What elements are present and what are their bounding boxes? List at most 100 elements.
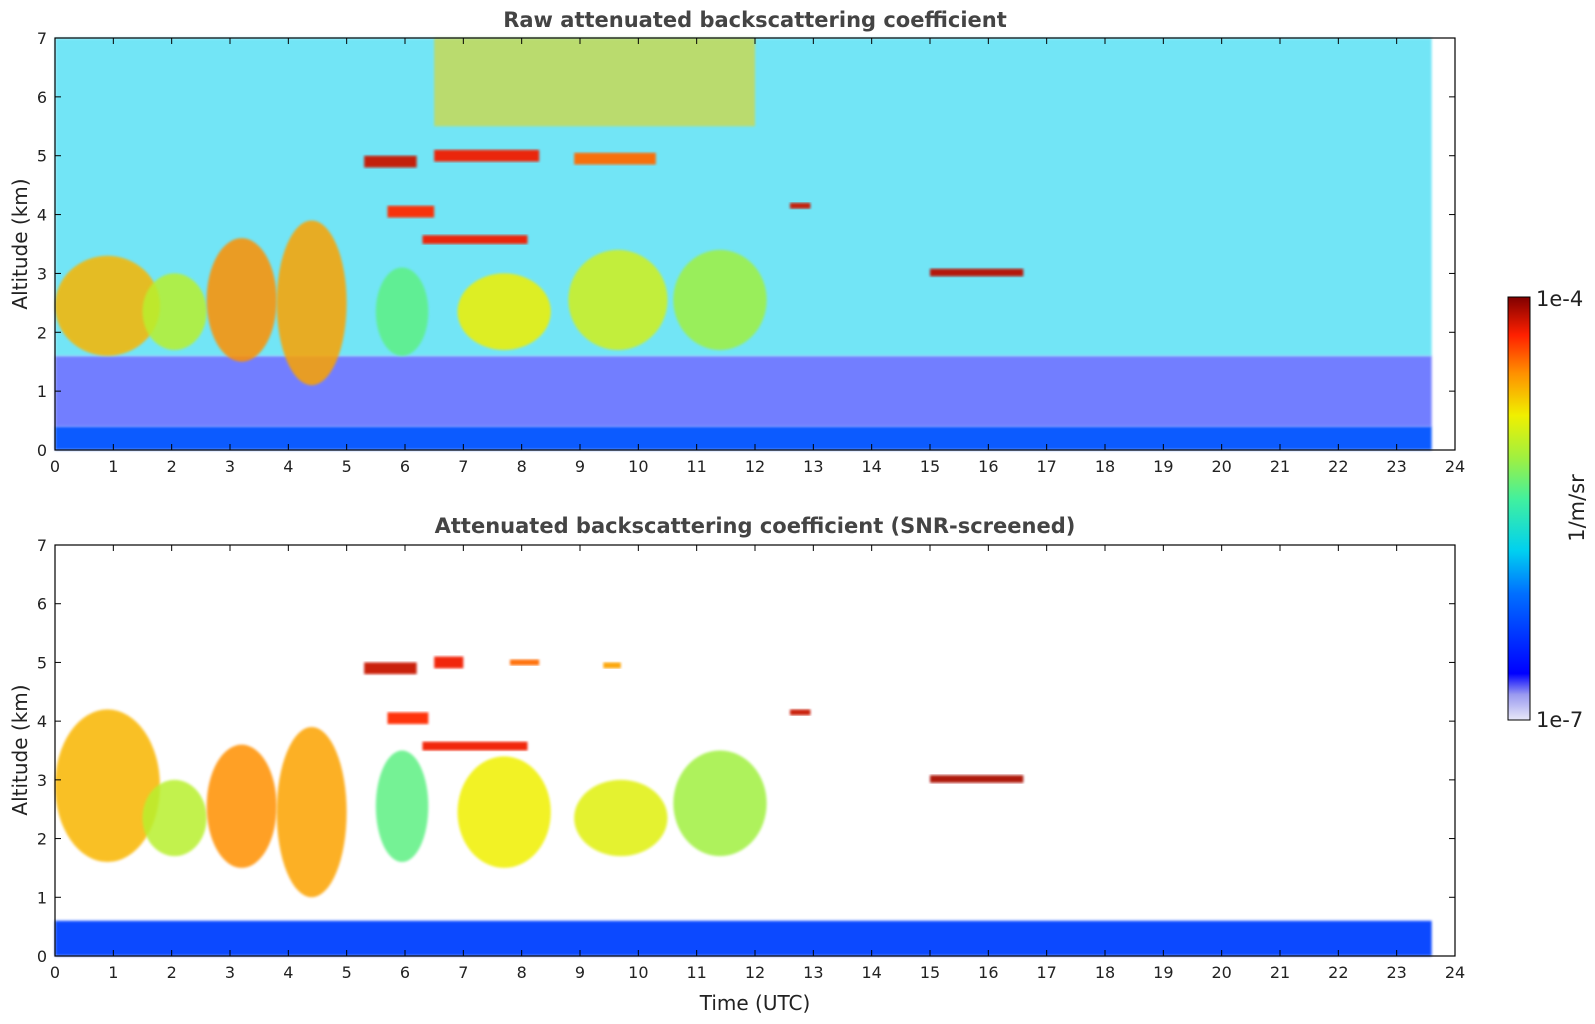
x-tick-label: 9	[575, 963, 585, 982]
x-tick-label: 7	[458, 457, 468, 476]
feature-virga	[142, 273, 207, 350]
feature-virga	[673, 750, 767, 857]
feature-virga	[55, 709, 160, 863]
y-tick-label: 5	[37, 147, 47, 166]
x-tick-label: 14	[861, 963, 881, 982]
feature-virga	[276, 727, 347, 898]
y-axis-ticks: 0 1 2 3 4 5 6 7	[37, 29, 1455, 460]
x-tick-label: 18	[1095, 963, 1115, 982]
y-tick-label: 4	[37, 712, 47, 731]
x-tick-label: 15	[920, 457, 940, 476]
y-tick-label: 1	[37, 382, 47, 401]
colorbar: 1e-4 1e-7 1/m/sr	[1507, 287, 1589, 732]
colorbar-unit-label: 1/m/sr	[1565, 474, 1589, 542]
feature-mid-level-cloud	[422, 235, 528, 244]
feature-virga	[206, 238, 277, 362]
x-tick-label: 19	[1153, 963, 1173, 982]
x-tick-label: 19	[1153, 457, 1173, 476]
feature-mid-level-cloud	[364, 155, 417, 168]
x-tick-label: 24	[1445, 963, 1465, 982]
screened-backscatter-panel: Attenuated backscattering coefficient (S…	[8, 514, 1465, 1015]
feature-virga	[55, 255, 160, 356]
x-tick-label: 9	[575, 457, 585, 476]
x-tick-label: 0	[50, 963, 60, 982]
x-tick-label: 21	[1270, 457, 1290, 476]
x-tick-label: 1	[108, 457, 118, 476]
heatmap-area	[55, 545, 1455, 956]
feature-virga	[457, 273, 551, 350]
colorbar-gradient	[1507, 296, 1531, 721]
y-tick-label: 3	[37, 771, 47, 790]
feature-mid-level-cloud	[510, 659, 540, 666]
x-axis-ticks: 0 1 2 3 4 5 6 7 8 9 10 11 12 13 14 15 16 17 18 19 20 21 22 23 24	[50, 38, 1465, 476]
x-tick-label: 3	[225, 963, 235, 982]
feature-surface-layer	[55, 426, 1432, 450]
x-tick-label: 5	[342, 457, 352, 476]
x-tick-label: 4	[283, 457, 293, 476]
y-tick-label: 2	[37, 830, 47, 849]
x-tick-label: 17	[1036, 457, 1056, 476]
y-tick-label: 1	[37, 888, 47, 907]
feature-virga	[375, 750, 429, 863]
x-tick-label: 10	[628, 457, 648, 476]
y-tick-label: 0	[37, 947, 47, 966]
x-tick-label: 22	[1328, 963, 1348, 982]
x-axis-ticks: 0 1 2 3 4 5 6 7 8 9 10 11 12 13 14 15 16 17 18 19 20 21 22 23 24	[50, 545, 1465, 982]
x-tick-label: 11	[686, 963, 706, 982]
x-tick-label: 5	[342, 963, 352, 982]
y-tick-label: 7	[37, 536, 47, 555]
x-tick-label: 1	[108, 963, 118, 982]
feature-surface-layer	[55, 920, 1432, 956]
feature-virga	[375, 267, 429, 356]
x-tick-label: 8	[517, 457, 527, 476]
x-tick-label: 24	[1445, 457, 1465, 476]
feature-virga	[568, 249, 668, 350]
x-tick-label: 2	[167, 457, 177, 476]
x-tick-label: 20	[1211, 457, 1231, 476]
feature-virga	[673, 249, 767, 350]
feature-mid-level-cloud	[790, 202, 811, 209]
feature-mid-level-cloud	[603, 662, 621, 669]
feature-virga	[142, 779, 207, 857]
x-tick-label: 0	[50, 457, 60, 476]
y-tick-label: 0	[37, 441, 47, 460]
panel-title: Attenuated backscattering coefficient (S…	[435, 514, 1076, 538]
feature-mid-level-cloud	[364, 662, 417, 675]
x-tick-label: 12	[745, 457, 765, 476]
feature-mid-level-cloud	[422, 741, 528, 751]
feature-mid-level-cloud	[434, 656, 464, 669]
feature-mid-level-cloud	[387, 205, 435, 218]
x-tick-label: 23	[1386, 963, 1406, 982]
colorbar-min-label: 1e-7	[1536, 708, 1583, 732]
feature-virga	[457, 756, 551, 868]
x-tick-label: 10	[628, 963, 648, 982]
x-tick-label: 2	[167, 963, 177, 982]
x-tick-label: 22	[1328, 457, 1348, 476]
y-axis-ticks: 0 1 2 3 4 5 6 7	[37, 536, 1455, 966]
y-axis-label: Altitude (km)	[8, 178, 32, 309]
x-tick-label: 4	[283, 963, 293, 982]
x-tick-label: 6	[400, 963, 410, 982]
y-tick-label: 6	[37, 595, 47, 614]
feature-mid-level-cloud	[434, 149, 540, 162]
x-tick-label: 11	[686, 457, 706, 476]
x-tick-label: 17	[1036, 963, 1056, 982]
heatmap-area	[55, 38, 1455, 450]
y-axis-label: Altitude (km)	[8, 684, 32, 815]
x-tick-label: 18	[1095, 457, 1115, 476]
x-tick-label: 14	[861, 457, 881, 476]
feature-virga	[276, 220, 347, 386]
colorbar-max-label: 1e-4	[1536, 287, 1583, 311]
plot-background	[55, 545, 1455, 956]
x-tick-label: 23	[1386, 457, 1406, 476]
x-tick-label: 7	[458, 963, 468, 982]
x-tick-label: 12	[745, 963, 765, 982]
x-tick-label: 15	[920, 963, 940, 982]
feature-virga	[206, 744, 277, 868]
x-axis-label: Time (UTC)	[699, 991, 811, 1015]
panel-title: Raw attenuated backscattering coefficien…	[503, 8, 1007, 32]
feature-mid-level-cloud	[387, 712, 429, 725]
y-tick-label: 6	[37, 88, 47, 107]
feature-mid-level-cloud	[930, 268, 1024, 277]
